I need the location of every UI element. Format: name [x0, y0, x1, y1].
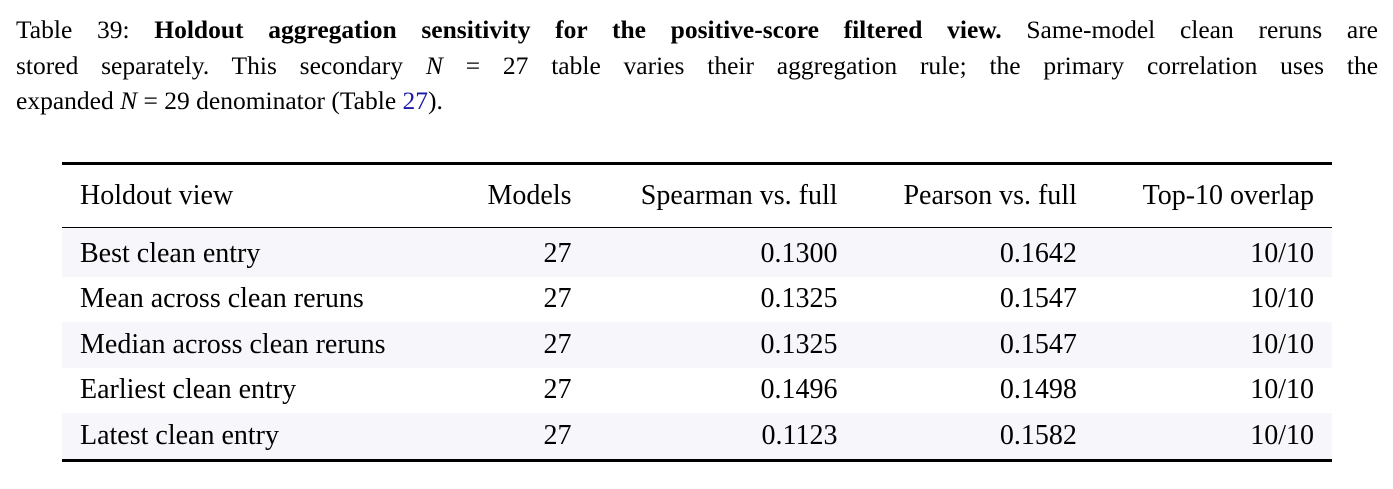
caption-text: table varies their aggregation rule; the…: [551, 50, 1379, 80]
table-body: Best clean entry 27 0.1300 0.1642 10/10 …: [62, 227, 1332, 460]
cell-top10-overlap: 10/10: [1250, 374, 1314, 406]
header-holdout-view: Holdout view: [80, 180, 234, 211]
caption-text: denominator (Table: [196, 86, 397, 115]
cell-pearson: 0.1582: [855, 413, 1095, 460]
cell-holdout-view: Best clean entry: [62, 227, 453, 277]
caption-text: stored separately. This secondary: [16, 50, 404, 80]
cell-top10-overlap: 10/10: [1094, 227, 1332, 277]
cell-spearman: 0.1300: [589, 227, 856, 277]
cell-spearman: 0.1123: [589, 413, 856, 460]
math-symbol-n: N: [120, 86, 138, 115]
caption-line-1: Table 39: Holdout aggregation sensitivit…: [16, 12, 1378, 48]
cell-spearman: 0.1325: [589, 322, 856, 368]
caption-label: Table 39:: [16, 15, 130, 44]
header-top10-overlap: Top-10 overlap: [1142, 180, 1314, 211]
cell-pearson: 0.1547: [999, 283, 1077, 315]
results-table: Holdout view Models Spearman vs. full Pe…: [62, 162, 1332, 462]
table-caption: Table 39: Holdout aggregation sensitivit…: [16, 12, 1378, 119]
cell-pearson: 0.1642: [855, 227, 1095, 277]
cell-holdout-view: Mean across clean reruns: [80, 283, 364, 315]
caption-text: Same-model clean reruns are: [1026, 15, 1379, 44]
cell-models: 27: [543, 374, 572, 406]
cell-models: 27: [543, 283, 572, 315]
table-row: Earliest clean entry 27 0.1496 0.1498 10…: [62, 368, 1332, 414]
cell-models: 27: [452, 413, 590, 460]
cell-holdout-view: Earliest clean entry: [80, 374, 297, 406]
caption-text: ).: [428, 86, 443, 115]
table-row: Latest clean entry 27 0.1123 0.1582 10/1…: [62, 413, 1332, 460]
caption-line-2: stored separately. This secondary N = 27…: [16, 48, 1378, 84]
header-models: Models: [487, 180, 572, 211]
math-symbol-n: N: [425, 50, 443, 80]
table-header: Holdout view Models Spearman vs. full Pe…: [62, 163, 1332, 228]
caption-line-3: expanded N = 29 denominator (Table 27).: [16, 83, 1378, 119]
header-row: Holdout view Models Spearman vs. full Pe…: [62, 163, 1332, 228]
caption-title: Holdout aggregation sensitivity for the …: [154, 15, 1002, 44]
cell-models: 27: [452, 227, 590, 277]
table-row: Median across clean reruns 27 0.1325 0.1…: [62, 322, 1332, 368]
cell-top10-overlap: 10/10: [1094, 413, 1332, 460]
table-row: Mean across clean reruns 27 0.1325 0.154…: [62, 277, 1332, 323]
cell-holdout-view: Median across clean reruns: [62, 322, 453, 368]
math-equals: =: [143, 86, 158, 115]
cell-models: 27: [452, 322, 590, 368]
math-value-29: 29: [164, 86, 190, 115]
cell-spearman: 0.1496: [760, 374, 838, 406]
cell-spearman: 0.1325: [760, 283, 838, 315]
cell-holdout-view: Latest clean entry: [62, 413, 453, 460]
cell-top10-overlap: 10/10: [1094, 322, 1332, 368]
math-value-27: 27: [502, 50, 529, 80]
math-equals: =: [465, 50, 481, 80]
cell-pearson: 0.1498: [999, 374, 1077, 406]
cell-pearson: 0.1547: [855, 322, 1095, 368]
caption-text: expanded: [16, 86, 114, 115]
header-pearson: Pearson vs. full: [903, 180, 1077, 211]
table-reference-link[interactable]: 27: [402, 86, 429, 115]
header-spearman: Spearman vs. full: [640, 180, 838, 211]
table-row: Best clean entry 27 0.1300 0.1642 10/10: [62, 227, 1332, 277]
cell-top10-overlap: 10/10: [1250, 283, 1314, 315]
